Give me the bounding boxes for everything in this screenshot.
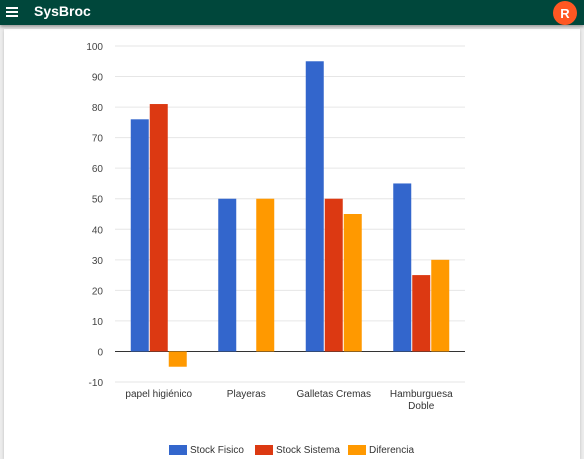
bar <box>393 183 412 352</box>
x-tick-label: Galletas Cremas <box>297 389 371 400</box>
x-tick-label: papel higiénico <box>125 389 192 400</box>
legend-label: Diferencia <box>369 445 414 456</box>
legend-label: Stock Sistema <box>276 445 340 456</box>
legend-swatch <box>348 445 366 455</box>
bar-chart: -10 0 10 20 30 40 50 60 70 80 90 100 papel higiénico… <box>86 42 465 456</box>
y-tick-label: 60 <box>92 164 104 175</box>
y-tick-label: 0 <box>97 347 103 358</box>
y-tick-label: 40 <box>92 225 104 236</box>
x-tick-label: Doble <box>408 401 435 412</box>
app-bar: SysBroc R <box>0 0 584 25</box>
y-tick-label: 50 <box>92 195 104 206</box>
app-title: SysBroc <box>34 3 91 19</box>
bar <box>256 198 275 352</box>
legend-swatch <box>169 445 187 455</box>
legend-label: Stock Fisico <box>190 445 244 456</box>
y-tick-label: 20 <box>92 286 104 297</box>
y-tick-label: -10 <box>89 378 104 389</box>
bar <box>431 259 450 352</box>
user-avatar[interactable]: R <box>553 1 577 25</box>
bar <box>130 119 149 352</box>
bar <box>149 104 168 352</box>
bar <box>412 275 431 352</box>
bar <box>218 198 237 352</box>
y-tick-label: 100 <box>86 42 103 53</box>
bar <box>343 214 362 352</box>
legend-swatch <box>255 445 273 455</box>
bar <box>168 351 187 367</box>
bar <box>324 198 343 352</box>
y-tick-label: 90 <box>92 73 104 84</box>
y-tick-label: 10 <box>92 317 104 328</box>
x-tick-label: Hamburguesa <box>390 389 453 400</box>
y-tick-label: 80 <box>92 103 104 114</box>
y-tick-label: 70 <box>92 134 104 145</box>
x-tick-label: Playeras <box>227 389 266 400</box>
chart-card: -10 0 10 20 30 40 50 60 70 80 90 100 papel higiénico… <box>4 29 580 459</box>
menu-icon[interactable] <box>6 6 18 18</box>
bar <box>305 61 324 352</box>
y-tick-label: 30 <box>92 256 104 267</box>
